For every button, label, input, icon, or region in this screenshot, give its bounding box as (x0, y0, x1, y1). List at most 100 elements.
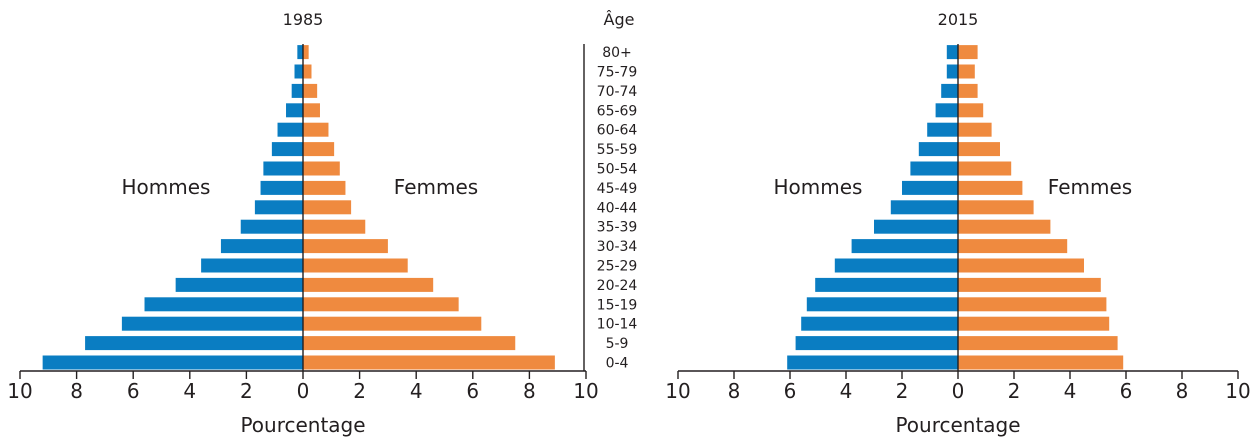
x-tick-label: 4 (1064, 379, 1077, 403)
bar-women-35-39 (958, 219, 1051, 234)
bar-men-75-79 (946, 64, 958, 79)
bar-men-25-29 (201, 258, 303, 273)
bar-men-35-39 (874, 219, 958, 234)
bar-women-5-9 (303, 336, 516, 351)
age-label-65-69: 65-69 (597, 103, 638, 119)
age-label-10-14: 10-14 (597, 317, 638, 333)
x-tick-label: 8 (70, 379, 83, 403)
x-tick-label: 2 (353, 379, 366, 403)
bar-women-40-44 (958, 200, 1034, 215)
bar-women-35-39 (303, 219, 366, 234)
age-label-35-39: 35-39 (597, 220, 638, 236)
bar-men-60-64 (927, 122, 958, 137)
men-label: Hommes (122, 175, 211, 199)
bar-women-80+ (303, 45, 309, 60)
men-label: Hommes (774, 175, 863, 199)
bar-men-25-29 (834, 258, 958, 273)
age-label-30-34: 30-34 (597, 239, 638, 255)
bar-women-50-54 (303, 161, 340, 176)
age-label-25-29: 25-29 (597, 259, 638, 275)
bar-men-70-74 (941, 83, 958, 98)
bar-women-10-14 (303, 316, 482, 331)
bar-women-65-69 (303, 103, 320, 118)
bar-women-25-29 (303, 258, 408, 273)
x-tick-label: 2 (1008, 379, 1021, 403)
age-label-50-54: 50-54 (597, 162, 638, 178)
bar-women-15-19 (958, 297, 1107, 312)
bar-women-60-64 (958, 122, 992, 137)
age-label-75-79: 75-79 (597, 65, 638, 81)
x-tick-label: 8 (523, 379, 536, 403)
x-tick-label: 10 (1225, 379, 1250, 403)
age-label-45-49: 45-49 (597, 181, 638, 197)
bar-women-70-74 (958, 83, 978, 98)
bar-women-75-79 (303, 64, 312, 79)
bar-men-75-79 (294, 64, 303, 79)
bar-women-60-64 (303, 122, 329, 137)
bar-men-5-9 (85, 336, 303, 351)
bar-women-80+ (958, 45, 978, 60)
x-tick-label: 10 (665, 379, 690, 403)
bar-men-10-14 (801, 316, 958, 331)
bar-men-0-4 (42, 355, 303, 370)
age-label-80+: 80+ (602, 45, 632, 61)
x-tick-label: 8 (728, 379, 741, 403)
x-tick-label: 2 (896, 379, 909, 403)
women-label: Femmes (1048, 175, 1132, 199)
bar-women-40-44 (303, 200, 352, 215)
age-label-70-74: 70-74 (597, 84, 638, 100)
women-label: Femmes (394, 175, 478, 199)
x-tick-label: 6 (784, 379, 797, 403)
x-tick-label: 6 (466, 379, 479, 403)
bar-women-30-34 (958, 239, 1068, 254)
bar-men-65-69 (286, 103, 303, 118)
bar-women-45-49 (303, 180, 346, 195)
x-axis-label: Pourcentage (240, 413, 365, 437)
bar-women-50-54 (958, 161, 1012, 176)
bar-men-20-24 (175, 277, 303, 292)
age-group-labels: 0-4 5-9 10-14 15-19 20-24 25-29 30-34 35-39 40-4… (597, 45, 638, 371)
x-tick-label: 10 (573, 379, 598, 403)
bar-men-35-39 (240, 219, 303, 234)
bar-men-40-44 (254, 200, 303, 215)
age-label-40-44: 40-44 (597, 200, 638, 216)
bar-men-15-19 (144, 297, 303, 312)
bar-women-30-34 (303, 239, 388, 254)
pyramid-1985: 1985 10 8 6 4 2 0 2 4 6 8 10 Pourcentage Hommes Femmes (7, 10, 598, 437)
bar-women-5-9 (958, 336, 1118, 351)
x-tick-label: 8 (1176, 379, 1189, 403)
bar-men-55-59 (918, 142, 958, 157)
x-tick-label: 4 (410, 379, 423, 403)
bar-women-0-4 (303, 355, 555, 370)
bar-men-20-24 (815, 277, 958, 292)
bar-men-0-4 (787, 355, 958, 370)
age-label-60-64: 60-64 (597, 123, 638, 139)
bar-women-65-69 (958, 103, 984, 118)
bar-men-15-19 (806, 297, 958, 312)
bar-women-20-24 (958, 277, 1101, 292)
bar-women-55-59 (303, 142, 335, 157)
bar-women-20-24 (303, 277, 434, 292)
bar-men-80+ (297, 45, 303, 60)
bar-men-65-69 (935, 103, 958, 118)
age-axis-header: Âge (604, 10, 635, 29)
age-label-20-24: 20-24 (597, 278, 638, 294)
bar-men-5-9 (795, 336, 958, 351)
x-tick-label: 4 (840, 379, 853, 403)
bar-men-55-59 (271, 142, 303, 157)
pyramid-2015: 2015 10 8 6 4 2 0 2 4 6 8 10 Pourcentage Hommes Femmes (665, 10, 1250, 437)
bar-women-15-19 (303, 297, 459, 312)
x-tick-label: 0 (297, 379, 310, 403)
x-axis-label: Pourcentage (895, 413, 1020, 437)
age-label-55-59: 55-59 (597, 142, 638, 158)
bar-men-30-34 (220, 239, 303, 254)
bar-women-55-59 (958, 142, 1000, 157)
age-label-0-4: 0-4 (606, 356, 629, 372)
x-tick-label: 0 (952, 379, 965, 403)
bar-women-45-49 (958, 180, 1023, 195)
chart-title: 2015 (938, 10, 979, 29)
bar-women-70-74 (303, 83, 318, 98)
x-tick-label: 6 (127, 379, 140, 403)
age-label-15-19: 15-19 (597, 297, 638, 313)
